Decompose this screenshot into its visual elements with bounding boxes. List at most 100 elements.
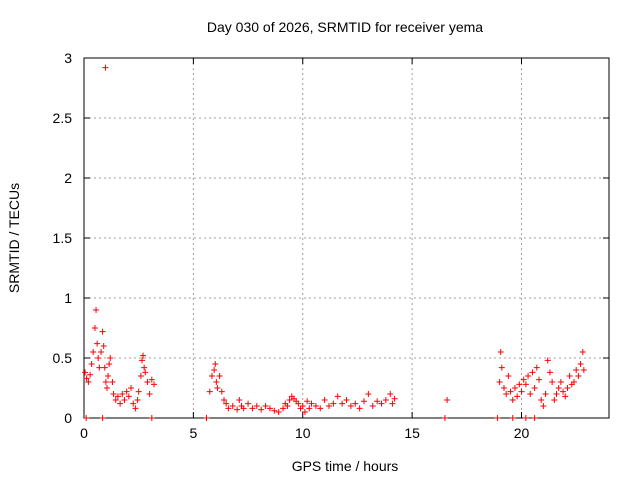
data-point-marker xyxy=(94,340,101,347)
data-point-marker xyxy=(549,379,556,385)
y-tick-label: 2 xyxy=(64,170,72,186)
data-point-marker xyxy=(571,379,577,385)
data-point-marker xyxy=(114,393,121,400)
data-point-marker xyxy=(304,398,311,405)
data-point-marker xyxy=(295,400,302,407)
x-tick-label: 15 xyxy=(404,425,420,441)
data-point-marker xyxy=(356,405,363,412)
data-point-marker xyxy=(382,397,389,403)
ticks: 0 0.5 1 1.5 2 2.5 3 0 5 10 15 20 xyxy=(53,50,609,441)
data-point-marker xyxy=(107,355,114,361)
data-point-marker xyxy=(546,369,553,376)
data-point-marker xyxy=(529,369,536,376)
data-point-marker xyxy=(95,355,102,361)
data-point-marker xyxy=(234,406,241,413)
data-point-marker xyxy=(312,403,319,409)
data-point-marker xyxy=(509,415,516,421)
data-point-marker xyxy=(82,369,89,376)
data-point-marker xyxy=(148,376,155,383)
x-tick-label: 5 xyxy=(189,425,197,441)
data-point-marker xyxy=(522,415,529,421)
data-point-marker xyxy=(137,373,144,379)
data-point-marker xyxy=(135,388,142,395)
data-point-marker xyxy=(284,403,291,409)
data-point-marker xyxy=(557,379,564,385)
data-point-marker xyxy=(142,369,149,376)
data-point-marker xyxy=(105,373,112,379)
data-point-marker xyxy=(566,373,573,379)
data-point-marker xyxy=(518,388,525,395)
data-point-marker xyxy=(83,415,90,421)
data-point-marker xyxy=(533,364,540,371)
data-point-marker xyxy=(507,388,514,395)
data-point-marker xyxy=(531,385,538,391)
data-point-marker xyxy=(138,357,145,364)
data-point-marker xyxy=(326,403,332,409)
data-point-marker xyxy=(575,373,582,379)
chart-title: Day 030 of 2026, SRMTID for receiver yem… xyxy=(207,19,483,35)
data-point-marker xyxy=(144,379,151,385)
y-tick-label: 2.5 xyxy=(53,110,73,126)
data-point-marker xyxy=(330,400,337,407)
data-point-marker xyxy=(522,381,529,388)
data-point-marker xyxy=(503,391,510,397)
data-point-marker xyxy=(245,400,252,407)
data-point-marker xyxy=(249,405,256,412)
data-point-marker xyxy=(91,325,98,331)
grid xyxy=(84,58,609,418)
data-points xyxy=(82,64,587,421)
data-point-marker xyxy=(87,371,94,378)
data-point-marker xyxy=(100,343,107,349)
data-point-marker xyxy=(321,397,328,403)
data-point-marker xyxy=(525,373,532,379)
data-point-marker xyxy=(527,391,534,397)
data-point-marker xyxy=(258,406,265,413)
data-point-marker xyxy=(112,397,119,403)
data-point-marker xyxy=(253,403,260,409)
data-point-marker xyxy=(208,373,215,379)
data-point-marker xyxy=(83,375,90,382)
data-point-marker xyxy=(123,388,130,395)
data-point-marker xyxy=(577,361,584,367)
data-point-marker xyxy=(391,395,398,402)
data-point-marker xyxy=(88,361,95,367)
data-point-marker xyxy=(389,400,396,407)
data-point-marker xyxy=(119,391,126,397)
data-point-marker xyxy=(103,385,110,391)
data-point-marker xyxy=(90,349,97,355)
data-point-marker xyxy=(514,393,521,400)
data-point-marker xyxy=(99,328,106,335)
data-point-marker xyxy=(286,397,293,403)
data-point-marker xyxy=(317,405,324,412)
data-point-marker xyxy=(444,397,451,403)
data-point-marker xyxy=(374,398,381,405)
y-tick-label: 1 xyxy=(64,290,72,306)
data-point-marker xyxy=(306,405,313,412)
data-point-marker xyxy=(573,367,580,373)
data-point-marker xyxy=(544,357,551,364)
data-point-marker xyxy=(531,415,538,421)
data-point-marker xyxy=(501,385,507,391)
data-point-marker xyxy=(516,381,523,388)
data-point-marker xyxy=(132,405,139,412)
data-point-marker xyxy=(93,307,100,313)
x-axis-label: GPS time / hours xyxy=(292,458,399,474)
data-point-marker xyxy=(128,385,135,391)
data-point-marker xyxy=(236,397,243,403)
data-point-marker xyxy=(99,415,106,421)
data-point-marker xyxy=(140,352,147,359)
data-point-marker xyxy=(134,397,141,403)
data-point-marker xyxy=(498,364,505,371)
data-point-marker xyxy=(369,403,376,409)
data-point-marker xyxy=(494,415,501,421)
data-point-marker xyxy=(347,403,354,409)
data-point-marker xyxy=(102,379,109,385)
data-point-marker xyxy=(266,405,273,412)
y-tick-label: 1.5 xyxy=(53,230,73,246)
data-point-marker xyxy=(299,403,306,409)
data-point-marker xyxy=(520,376,527,383)
data-point-marker xyxy=(538,397,545,403)
x-tick-label: 10 xyxy=(295,425,311,441)
x-tick-label: 0 xyxy=(80,425,88,441)
data-point-marker xyxy=(203,415,210,421)
